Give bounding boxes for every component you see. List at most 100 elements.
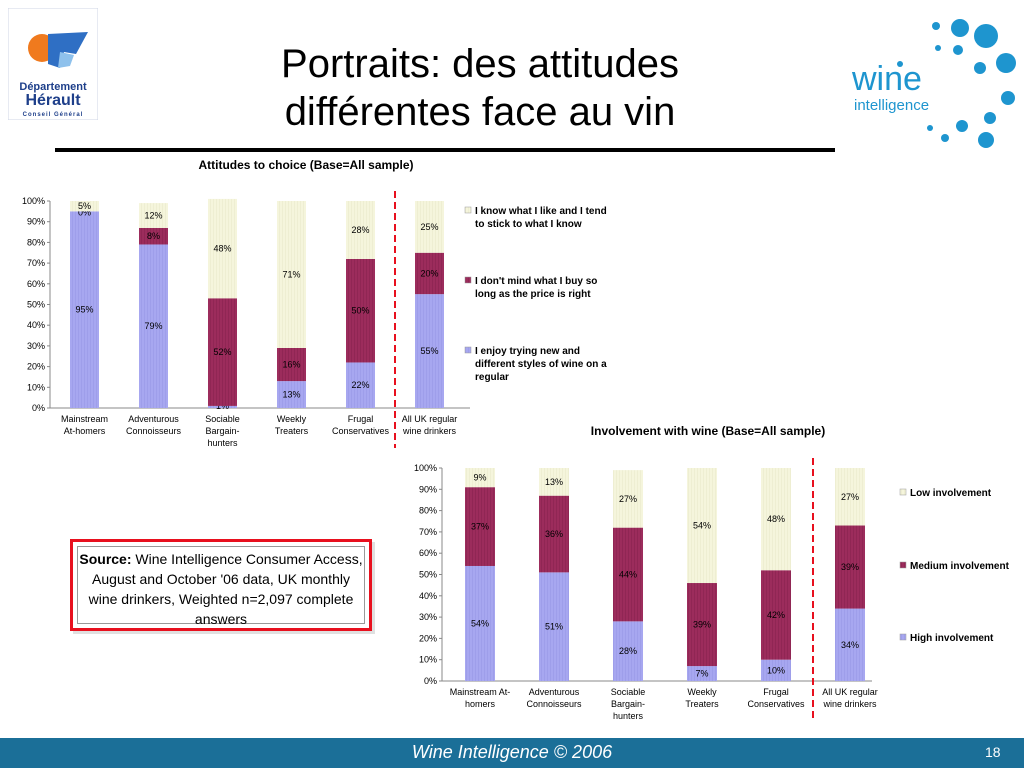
category-label: Sociable	[205, 414, 240, 424]
bar-segment	[277, 347, 306, 382]
bar-segment	[687, 666, 717, 681]
bar-segment	[613, 527, 643, 622]
bar-segment	[761, 659, 791, 681]
source-label: Source:	[79, 551, 132, 567]
legend-label: High involvement	[910, 633, 994, 644]
data-label: 13%	[545, 477, 563, 487]
bar-segment	[539, 495, 569, 573]
title-underline	[55, 148, 835, 152]
category-label: Adventurous	[529, 687, 580, 697]
data-label: 79%	[144, 321, 162, 331]
category-label: Conservatives	[747, 699, 805, 709]
y-tick-label: 100%	[22, 196, 45, 206]
data-label: 8%	[147, 231, 160, 241]
bar-segment	[208, 405, 237, 408]
y-tick-label: 60%	[27, 279, 45, 289]
source-text-block: Source: Wine Intelligence Consumer Acces…	[77, 546, 365, 627]
legend-label: to stick to what I know	[475, 219, 582, 230]
legend-swatch	[464, 276, 472, 284]
bar-segment	[465, 468, 495, 488]
bar-segment	[415, 252, 444, 295]
bar-segment	[139, 244, 168, 408]
bar-segment	[277, 381, 306, 408]
data-label: 1%	[216, 401, 229, 411]
y-tick-label: 40%	[27, 320, 45, 330]
chart-title: Involvement with wine (Base=All sample)	[591, 424, 825, 438]
data-label: 5%	[78, 201, 91, 211]
category-label: wine drinkers	[402, 426, 457, 436]
category-label: Weekly	[687, 687, 717, 697]
bar-segment	[613, 621, 643, 681]
departement-herault-logo: Département Hérault Conseil Général	[7, 7, 99, 121]
bar-segment	[208, 298, 237, 406]
category-label: Sociable	[611, 687, 646, 697]
y-tick-label: 10%	[419, 655, 437, 665]
category-label: hunters	[613, 711, 644, 721]
data-label: 51%	[545, 622, 563, 632]
data-label: 39%	[693, 620, 711, 630]
data-label: 27%	[619, 494, 637, 504]
legend-label: long as the price is right	[475, 289, 591, 300]
dept-logo-line1: Département	[19, 81, 87, 93]
bar-segment	[539, 468, 569, 496]
bar-segment	[835, 525, 865, 609]
legend-swatch	[464, 206, 472, 214]
category-label: Bargain-	[611, 699, 645, 709]
legend-label: Medium involvement	[910, 561, 1010, 572]
category-label: homers	[465, 699, 496, 709]
data-label: 48%	[213, 244, 231, 254]
category-label: Bargain-	[205, 426, 239, 436]
y-tick-label: 60%	[419, 548, 437, 558]
page-number: 18	[985, 744, 1001, 760]
y-tick-label: 0%	[32, 403, 45, 413]
wine-intelligence-logo: wine intelligence	[840, 8, 1020, 158]
bar-segment	[415, 201, 444, 253]
legend-label: I enjoy trying new and	[475, 346, 580, 357]
category-label: Treaters	[275, 426, 309, 436]
y-tick-label: 90%	[27, 217, 45, 227]
category-label: Connoisseurs	[126, 426, 182, 436]
data-label: 54%	[693, 521, 711, 531]
y-tick-label: 70%	[419, 527, 437, 537]
legend-label: different styles of wine on a	[475, 359, 607, 370]
category-label: Weekly	[277, 414, 307, 424]
bar-segment	[761, 570, 791, 660]
y-tick-label: 10%	[27, 382, 45, 392]
y-tick-label: 20%	[27, 362, 45, 372]
legend-label: Low involvement	[910, 488, 992, 499]
legend-swatch	[464, 346, 472, 354]
data-label: 34%	[841, 640, 859, 650]
slide-title: Portraits: des attitudes différentes fac…	[160, 40, 800, 136]
category-label: hunters	[207, 438, 238, 448]
data-label: 12%	[144, 210, 162, 220]
y-tick-label: 30%	[419, 612, 437, 622]
bar-segment	[415, 294, 444, 408]
bar-segment	[687, 583, 717, 667]
data-label: 7%	[695, 669, 708, 679]
legend-label: I don't mind what I buy so	[475, 276, 597, 287]
data-label: 71%	[282, 269, 300, 279]
y-tick-label: 0%	[424, 676, 437, 686]
bar-segment	[346, 201, 375, 259]
legend-swatch	[899, 488, 907, 496]
data-label: 36%	[545, 529, 563, 539]
data-label: 25%	[420, 222, 438, 232]
data-label: 55%	[420, 346, 438, 356]
involvement-chart: Involvement with wine (Base=All sample) 0…	[414, 424, 1010, 721]
data-label: 0%	[78, 207, 91, 217]
bar-segment	[761, 468, 791, 571]
data-label: 22%	[351, 380, 369, 390]
y-tick-label: 50%	[419, 570, 437, 580]
bar-segment	[70, 201, 99, 212]
data-label: 42%	[767, 610, 785, 620]
bar-segment	[70, 211, 99, 408]
data-label: 28%	[619, 646, 637, 656]
slide-title-line2: différentes face au vin	[284, 90, 676, 134]
category-label: Connoisseurs	[526, 699, 582, 709]
category-label: All UK regular	[402, 414, 458, 424]
footer-bar	[0, 738, 1024, 768]
data-label: 37%	[471, 522, 489, 532]
data-label: 13%	[282, 390, 300, 400]
y-tick-label: 40%	[419, 591, 437, 601]
data-label: 39%	[841, 562, 859, 572]
